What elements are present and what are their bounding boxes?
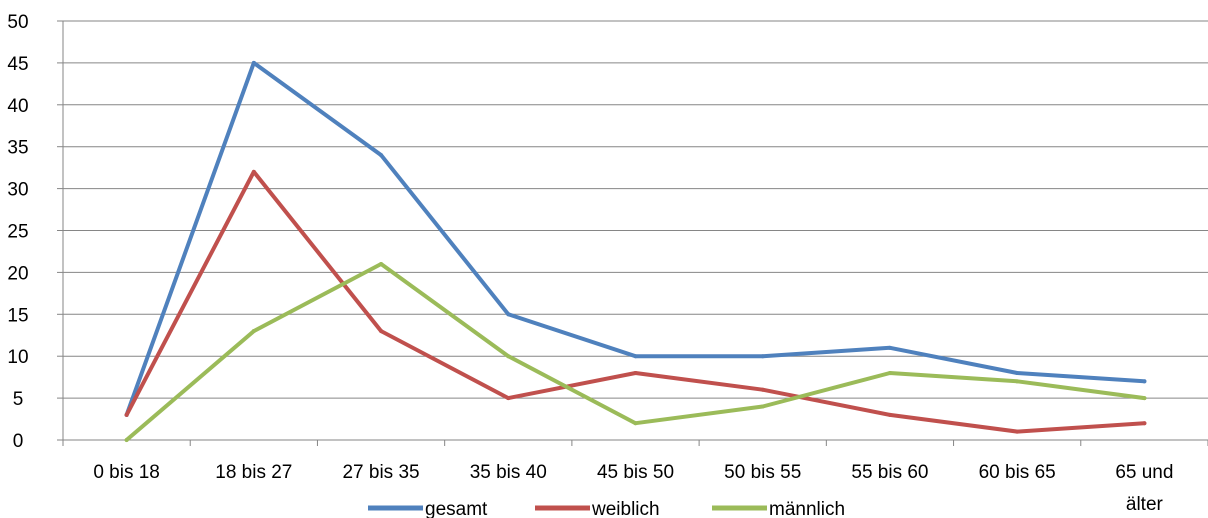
- data-point-gesamt: [1142, 379, 1147, 384]
- legend-label-gesamt: gesamt: [425, 499, 488, 518]
- data-point-männlich: [1015, 379, 1020, 384]
- y-tick-label: 35: [7, 138, 28, 159]
- legend-label-männlich: männlich: [769, 499, 845, 518]
- data-point-männlich: [887, 370, 892, 375]
- data-point-gesamt: [506, 312, 511, 317]
- y-tick-label: 30: [7, 180, 28, 201]
- y-axis-tick-labels: 0 5 10 15 20 25 30 35 40 45 50: [7, 12, 28, 452]
- y-tick-label: 10: [7, 347, 28, 368]
- data-point-weiblich: [124, 412, 129, 417]
- data-point-gesamt: [251, 60, 256, 65]
- y-tick-label: 45: [7, 54, 28, 75]
- data-point-weiblich: [1142, 421, 1147, 426]
- data-point-weiblich: [251, 169, 256, 174]
- data-point-gesamt: [1015, 370, 1020, 375]
- y-tick-label: 50: [7, 12, 28, 33]
- x-tick-label: 35 bis 40: [470, 462, 547, 483]
- legend-label-weiblich: weiblich: [591, 499, 660, 518]
- y-tick-label: 25: [7, 222, 28, 243]
- x-tick-label: älter: [1126, 494, 1164, 515]
- data-point-gesamt: [633, 354, 638, 359]
- data-point-weiblich: [506, 396, 511, 401]
- y-tick-label: 0: [13, 431, 24, 452]
- series-line-weiblich: [124, 169, 1147, 434]
- x-axis-tick-labels: 0 bis 18 18 bis 27 27 bis 35 35 bis 40 45 bi…: [93, 462, 1173, 515]
- y-tick-label: 20: [7, 263, 28, 284]
- y-tick-label: 40: [7, 96, 28, 117]
- series-lines: [124, 60, 1147, 442]
- x-tick-label: 50 bis 55: [724, 462, 801, 483]
- x-tick-label: 27 bis 35: [342, 462, 419, 483]
- x-tick-label: 60 bis 65: [979, 462, 1056, 483]
- series-line-gesamt: [124, 60, 1147, 417]
- data-point-weiblich: [887, 412, 892, 417]
- y-tick-label: 15: [7, 305, 28, 326]
- axes: [57, 20, 1208, 446]
- data-point-weiblich: [633, 370, 638, 375]
- y-tick-label: 5: [13, 389, 24, 410]
- data-point-weiblich: [379, 329, 384, 334]
- x-tick-label: 65 und: [1115, 462, 1173, 483]
- x-tick-label: 18 bis 27: [215, 462, 292, 483]
- data-point-weiblich: [1015, 429, 1020, 434]
- data-point-gesamt: [760, 354, 765, 359]
- data-point-gesamt: [379, 153, 384, 158]
- data-point-gesamt: [887, 345, 892, 350]
- data-point-männlich: [633, 421, 638, 426]
- gridlines: [63, 20, 1208, 399]
- data-point-männlich: [1142, 396, 1147, 401]
- data-point-männlich: [506, 354, 511, 359]
- data-point-männlich: [124, 438, 129, 442]
- data-point-weiblich: [760, 387, 765, 392]
- data-point-männlich: [760, 404, 765, 409]
- data-point-männlich: [379, 262, 384, 267]
- x-tick-label: 0 bis 18: [93, 462, 160, 483]
- series-line-männlich: [124, 262, 1147, 442]
- legend: gesamt weiblich männlich: [368, 499, 845, 518]
- x-tick-label: 45 bis 50: [597, 462, 674, 483]
- x-tick-label: 55 bis 60: [851, 462, 928, 483]
- data-point-männlich: [251, 329, 256, 334]
